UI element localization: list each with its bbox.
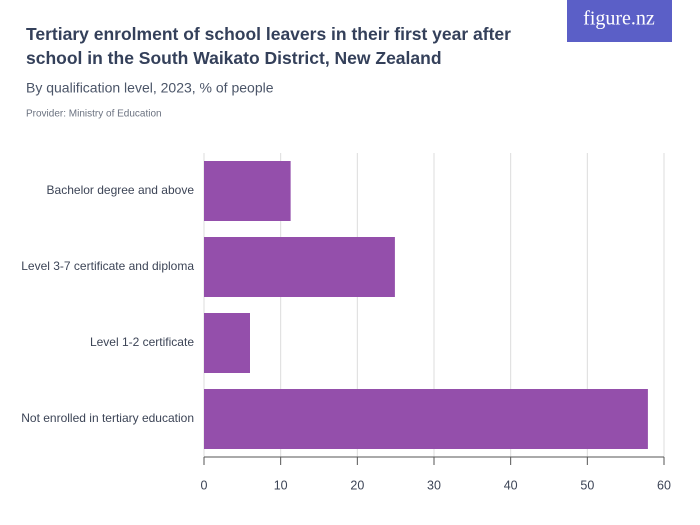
bar [204,161,291,221]
bar [204,237,395,297]
y-tick-label: Not enrolled in tertiary education [21,411,194,425]
y-tick-label: Bachelor degree and above [47,183,195,197]
x-tick-label: 10 [274,478,288,492]
chart-title: Tertiary enrolment of school leavers in … [26,24,511,68]
source: Provider: Ministry of Education [26,109,162,120]
logo-box [567,0,672,42]
x-tick-label: 50 [580,478,594,492]
title-box: Tertiary enrolment of school leavers in … [26,24,511,68]
y-tick-label: Level 1-2 certificate [90,335,194,349]
logo: figure.nz [583,8,655,30]
subtitle: By qualification level, 2023, % of peopl… [26,80,274,96]
x-tick-label: 60 [657,478,671,492]
x-tick-label: 20 [350,478,364,492]
x-tick-label: 40 [504,478,518,492]
x-tick-label: 30 [427,478,441,492]
bar [204,389,648,449]
bar [204,313,250,373]
x-tick-label: 0 [201,478,208,492]
y-tick-label: Level 3-7 certificate and diploma [21,259,194,273]
